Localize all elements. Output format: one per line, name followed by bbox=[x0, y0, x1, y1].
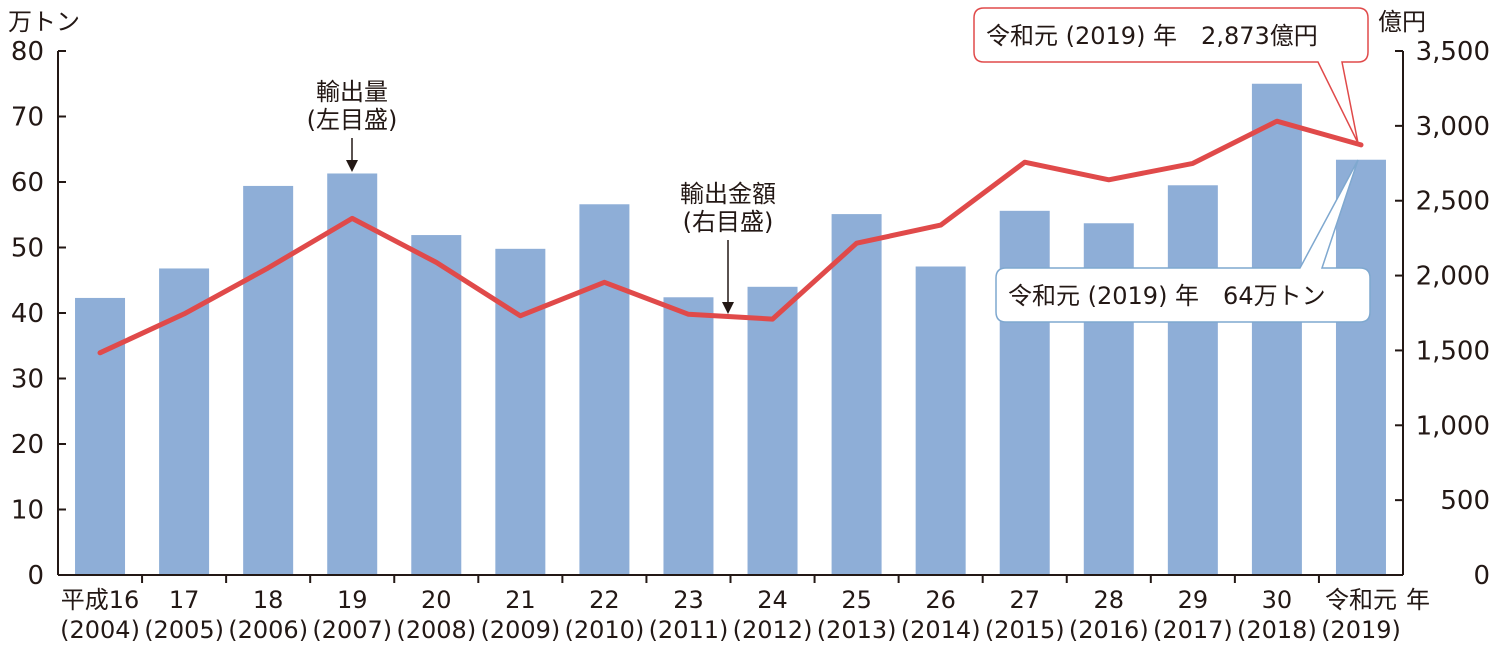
category-label-western-year: (2008) bbox=[396, 616, 476, 644]
category-label-western-year: (2012) bbox=[733, 616, 813, 644]
category-label-year: 24 bbox=[757, 586, 788, 614]
category-label-western-year: (2005) bbox=[144, 616, 224, 644]
category-label-year: 29 bbox=[1178, 586, 1209, 614]
left-tick-label: 70 bbox=[11, 103, 44, 133]
right-axis-ticks: 0 500 1,000 1,500 2,000 2,500 3,000 3,500 bbox=[1395, 37, 1490, 591]
bar-6 bbox=[579, 204, 630, 575]
left-tick-label: 10 bbox=[11, 496, 44, 526]
callout-value-text: 令和元 (2019) 年 2,873億円 bbox=[986, 22, 1318, 50]
category-label-year: 21 bbox=[505, 586, 536, 614]
bar-7 bbox=[663, 297, 714, 575]
left-axis-unit: 万トン bbox=[8, 8, 80, 36]
category-label-year: 28 bbox=[1094, 586, 1125, 614]
category-label-western-year: (2018) bbox=[1237, 616, 1317, 644]
right-tick-label: 2,000 bbox=[1416, 262, 1490, 292]
annotation-value-axis: (右目盛) bbox=[683, 208, 774, 236]
category-label-western-year: (2016) bbox=[1069, 616, 1149, 644]
right-tick-label: 3,000 bbox=[1416, 112, 1490, 142]
annotation-volume-title: 輸出量 bbox=[316, 78, 388, 106]
category-label-western-year: (2014) bbox=[901, 616, 981, 644]
bar-11 bbox=[999, 210, 1050, 575]
category-label-year: 令和元 bbox=[1325, 586, 1397, 614]
category-label-year: 23 bbox=[673, 586, 704, 614]
bar-5 bbox=[495, 248, 546, 575]
bar-9 bbox=[831, 214, 882, 575]
category-label-year: 27 bbox=[1009, 586, 1040, 614]
bar-10 bbox=[915, 266, 966, 575]
category-label-western-year: (2019) bbox=[1321, 616, 1401, 644]
annotation-value-arrowhead bbox=[722, 302, 734, 314]
callout-volume-text: 令和元 (2019) 年 64万トン bbox=[1008, 282, 1326, 310]
right-axis-unit: 億円 bbox=[1378, 8, 1426, 36]
annotation-volume-axis: (左目盛) bbox=[307, 106, 398, 134]
bar-0 bbox=[75, 297, 126, 575]
category-label-year: 18 bbox=[253, 586, 284, 614]
category-label-western-year: (2017) bbox=[1153, 616, 1233, 644]
left-tick-label: 60 bbox=[11, 168, 44, 198]
bar-14 bbox=[1251, 83, 1302, 575]
right-tick-label: 1,000 bbox=[1416, 411, 1490, 441]
bar-8 bbox=[747, 286, 798, 575]
bar-15 bbox=[1335, 159, 1386, 576]
category-label-western-year: (2009) bbox=[480, 616, 560, 644]
left-tick-label: 50 bbox=[11, 234, 44, 264]
left-tick-label: 40 bbox=[11, 299, 44, 329]
left-tick-label: 0 bbox=[27, 561, 44, 591]
callout-value-bubble bbox=[973, 7, 1369, 144]
category-label-year: 19 bbox=[337, 586, 368, 614]
category-label-western-year: (2007) bbox=[312, 616, 392, 644]
right-tick-label: 500 bbox=[1440, 486, 1490, 516]
bar-13 bbox=[1167, 185, 1218, 575]
category-label-western-year: (2004) bbox=[60, 616, 140, 644]
category-label-western-year: (2015) bbox=[985, 616, 1065, 644]
right-tick-label: 3,500 bbox=[1416, 37, 1490, 67]
category-label-western-year: (2011) bbox=[649, 616, 729, 644]
category-label-western-year: (2013) bbox=[817, 616, 897, 644]
bar-3 bbox=[327, 173, 378, 576]
right-tick-label: 2,500 bbox=[1416, 187, 1490, 217]
left-tick-label: 80 bbox=[11, 37, 44, 67]
category-label-year: 平成16 bbox=[61, 586, 140, 614]
x-axis-categories: 平成16(2004)17(2005)18(2006)19(2007)20(200… bbox=[60, 575, 1401, 644]
annotation-value-title: 輸出金額 bbox=[680, 180, 776, 208]
category-label-year: 20 bbox=[421, 586, 452, 614]
category-label-year: 22 bbox=[589, 586, 620, 614]
category-label-year: 25 bbox=[841, 586, 872, 614]
category-label-year: 26 bbox=[925, 586, 956, 614]
line-series-export-value bbox=[97, 118, 1364, 356]
left-tick-label: 20 bbox=[11, 430, 44, 460]
category-label-western-year: (2006) bbox=[228, 616, 308, 644]
right-tick-label: 0 bbox=[1473, 561, 1490, 591]
right-tick-label: 1,500 bbox=[1416, 336, 1490, 366]
x-axis-unit: 年 bbox=[1406, 586, 1430, 614]
callout-volume-bubble bbox=[995, 159, 1371, 323]
category-label-western-year: (2010) bbox=[565, 616, 645, 644]
category-label-year: 17 bbox=[169, 586, 200, 614]
category-label-year: 30 bbox=[1262, 586, 1293, 614]
bar-series-export-volume bbox=[75, 83, 1386, 576]
bar-4 bbox=[411, 235, 462, 575]
left-tick-label: 30 bbox=[11, 365, 44, 395]
annotation-volume-arrowhead bbox=[346, 160, 358, 172]
left-axis-ticks: 0 10 20 30 40 50 60 70 80 bbox=[11, 37, 66, 591]
bar-2 bbox=[243, 185, 294, 575]
value-line bbox=[97, 118, 1364, 356]
